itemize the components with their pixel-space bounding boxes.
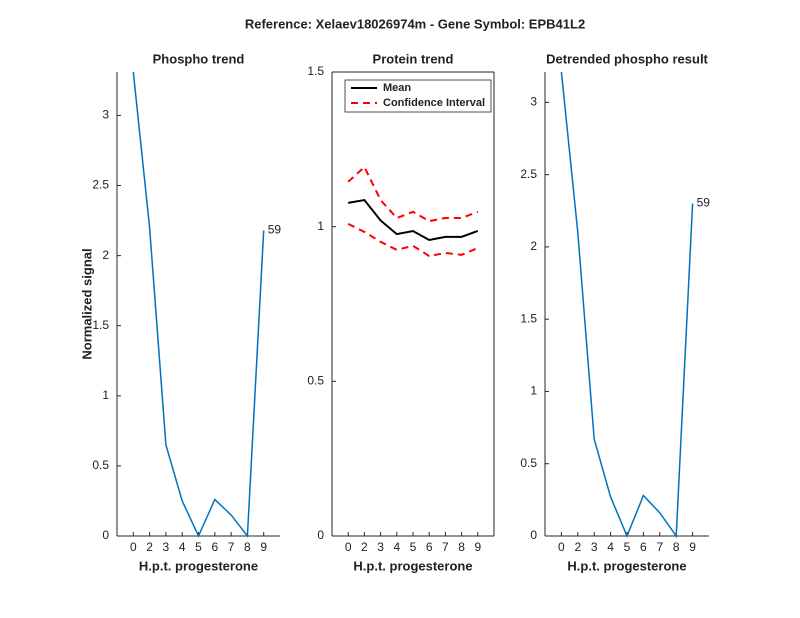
x-tick-label: 8 <box>244 540 251 554</box>
x-tick-label: 8 <box>458 540 465 554</box>
x-tick-label: 9 <box>474 540 481 554</box>
x-tick-label: 2 <box>574 540 581 554</box>
y-tick-label: 0.5 <box>307 374 324 388</box>
y-tick-label: 1 <box>102 388 109 402</box>
annotation: 59 <box>697 196 711 210</box>
y-tick-label: 0 <box>530 528 537 542</box>
panel-title: Detrended phospho result <box>546 51 708 66</box>
panel-title: Phospho trend <box>153 51 245 66</box>
x-tick-label: 9 <box>689 540 696 554</box>
x-tick-label: 7 <box>656 540 663 554</box>
x-tick-label: 8 <box>673 540 680 554</box>
y-tick-label: 2 <box>102 248 109 262</box>
annotation: 59 <box>268 223 282 237</box>
series-line <box>560 71 694 539</box>
panel-title: Protein trend <box>373 51 454 66</box>
series-line <box>348 198 479 242</box>
y-tick-label: 0.5 <box>520 456 537 470</box>
y-tick-label: 1 <box>317 219 324 233</box>
y-tick-label: 0 <box>102 528 109 542</box>
x-tick-label: 5 <box>410 540 417 554</box>
x-tick-label: 6 <box>211 540 218 554</box>
x-tick-label: 0 <box>345 540 352 554</box>
x-tick-label: 2 <box>146 540 153 554</box>
x-tick-label: 3 <box>377 540 384 554</box>
x-tick-label: 0 <box>130 540 137 554</box>
x-tick-label: 4 <box>393 540 400 554</box>
x-tick-label: 7 <box>228 540 235 554</box>
legend-label: Confidence Interval <box>383 97 485 109</box>
y-tick-label: 2.5 <box>520 167 537 181</box>
legend-box <box>344 79 492 113</box>
y-tick-label: 3 <box>102 108 109 122</box>
x-tick-label: 5 <box>624 540 631 554</box>
series-line <box>347 165 479 223</box>
x-axis-label: H.p.t. progesterone <box>139 558 258 573</box>
x-axis-label: H.p.t. progesterone <box>567 558 686 573</box>
x-tick-label: 3 <box>163 540 170 554</box>
x-tick-label: 7 <box>442 540 449 554</box>
y-tick-label: 0 <box>317 528 324 542</box>
y-tick-label: 1 <box>530 384 537 398</box>
x-tick-label: 6 <box>426 540 433 554</box>
x-tick-label: 3 <box>591 540 598 554</box>
y-tick-label: 3 <box>530 95 537 109</box>
y-tick-label: 0.5 <box>92 458 109 472</box>
y-tick-label: 2.5 <box>92 178 109 192</box>
x-tick-label: 2 <box>361 540 368 554</box>
x-tick-label: 9 <box>260 540 267 554</box>
figure-title: Reference: Xelaev18026974m - Gene Symbol… <box>245 16 585 31</box>
x-tick-label: 6 <box>640 540 647 554</box>
y-tick-label: 2 <box>530 239 537 253</box>
x-tick-label: 4 <box>179 540 186 554</box>
legend-label: Mean <box>383 82 411 94</box>
y-tick-label: 1.5 <box>92 318 109 332</box>
x-axis-label: H.p.t. progesterone <box>353 558 472 573</box>
x-tick-label: 0 <box>558 540 565 554</box>
series-line <box>132 71 265 539</box>
x-tick-label: 5 <box>195 540 202 554</box>
y-tick-label: 1.5 <box>520 311 537 325</box>
series-line <box>347 222 479 258</box>
y-axis-label: Normalized signal <box>79 248 94 359</box>
y-tick-label: 1.5 <box>307 64 324 78</box>
x-tick-label: 4 <box>607 540 614 554</box>
